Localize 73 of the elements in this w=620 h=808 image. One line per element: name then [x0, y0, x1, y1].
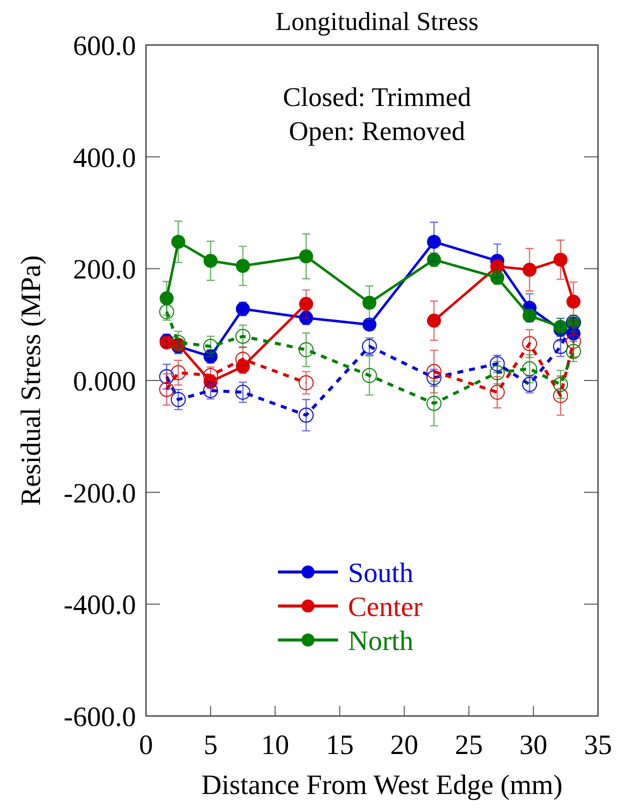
- legend-label: Center: [348, 592, 424, 623]
- point: [203, 338, 218, 354]
- point: [490, 270, 504, 285]
- point: [554, 252, 568, 267]
- point: [362, 338, 377, 354]
- x-tick-label: 15: [326, 730, 354, 761]
- point: [553, 388, 568, 404]
- x-tick-label: 25: [454, 730, 483, 761]
- point: [522, 336, 538, 352]
- point: [159, 382, 174, 397]
- annotation: Open: Removed: [288, 116, 466, 146]
- y-tick-label: 400.0: [73, 142, 136, 174]
- point: [566, 344, 581, 359]
- point: [566, 334, 581, 349]
- y-tick-label: 200.0: [73, 254, 136, 286]
- point: [566, 294, 580, 309]
- point: [426, 252, 441, 267]
- annotation: Closed: Trimmed: [282, 82, 472, 112]
- point: [362, 318, 376, 332]
- x-tick-label: 35: [584, 730, 612, 761]
- x-tick-label: 0: [139, 730, 153, 761]
- point: [554, 320, 568, 334]
- point: [299, 310, 314, 325]
- x-tick-label: 20: [390, 730, 418, 761]
- point: [235, 384, 250, 400]
- point: [299, 296, 314, 311]
- point: [171, 234, 186, 249]
- point: [426, 234, 441, 249]
- point: [298, 342, 314, 358]
- point: [426, 314, 441, 328]
- legend-label: North: [348, 626, 414, 657]
- point: [490, 384, 505, 400]
- point: [299, 249, 314, 264]
- x-tick-label: 30: [519, 730, 548, 761]
- point: [426, 370, 442, 386]
- y-tick-label: -600.0: [64, 702, 136, 733]
- point: [490, 356, 505, 372]
- point: [160, 291, 174, 306]
- point: [362, 296, 376, 310]
- x-tick-label: 10: [261, 730, 290, 761]
- point: [170, 392, 186, 408]
- point: [170, 334, 186, 350]
- point: [426, 364, 442, 380]
- x-tick-label: 5: [204, 730, 218, 761]
- y-tick-label: 0.000: [73, 366, 136, 398]
- point: [490, 365, 505, 380]
- point: [203, 383, 218, 398]
- chart-title: Longitudinal Stress: [276, 7, 478, 36]
- legend-label: South: [348, 558, 414, 589]
- point: [553, 338, 568, 354]
- point: [204, 254, 218, 268]
- y-axis-title: Residual Stress (MPa): [16, 255, 47, 506]
- point: [522, 308, 537, 323]
- point: [235, 328, 250, 344]
- point: [298, 408, 314, 423]
- y-tick-label: -200.0: [64, 478, 136, 510]
- y-tick-label: -400.0: [64, 590, 136, 622]
- point: [298, 375, 314, 390]
- point: [236, 302, 250, 316]
- point: [159, 304, 174, 320]
- point: [522, 262, 537, 277]
- y-tick-label: 600.0: [73, 31, 136, 62]
- point: [362, 368, 377, 383]
- point: [490, 259, 504, 274]
- point: [426, 396, 442, 411]
- point: [204, 349, 218, 364]
- point: [170, 365, 186, 380]
- point: [159, 369, 174, 384]
- x-axis-title: Distance From West Edge (mm): [201, 770, 563, 801]
- point: [522, 361, 538, 376]
- point: [522, 376, 538, 392]
- point: [236, 258, 250, 273]
- point: [553, 376, 568, 392]
